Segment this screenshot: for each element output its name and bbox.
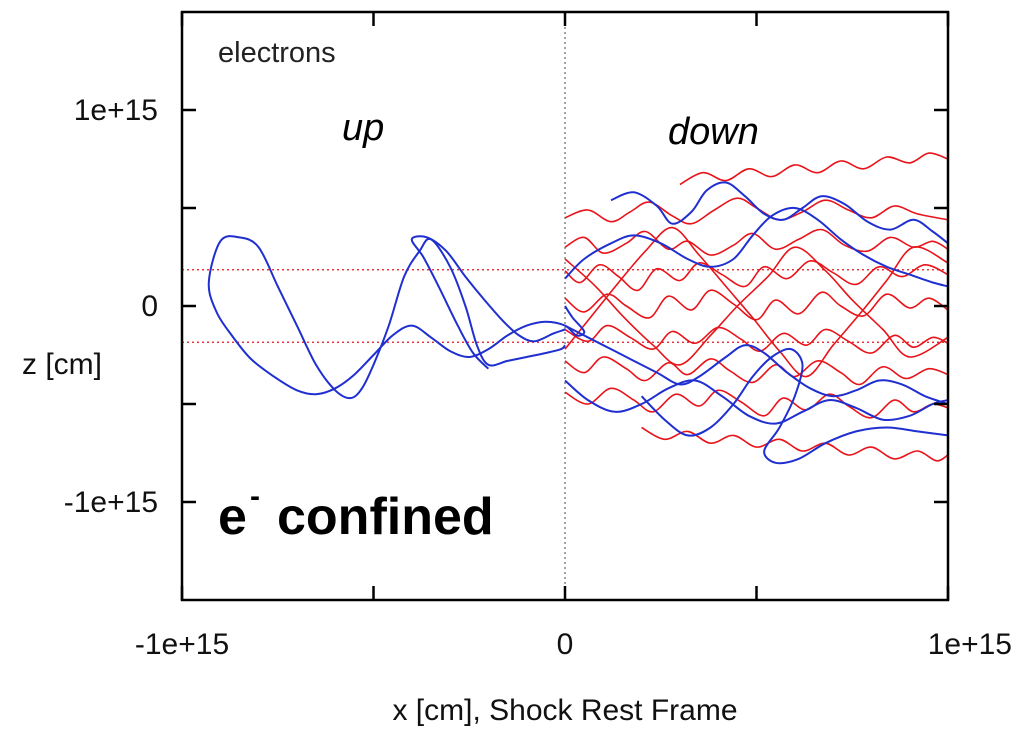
x-axis-title: x [cm], Shock Rest Frame [392,694,737,727]
downstream-trajectory-13 [564,387,948,419]
axis-tick-labels: -1e+15 0 1e+15 1e+15 0 -1e+15 [64,94,1012,661]
downstream-label: down [668,111,759,153]
upstream-trajectory-2 [564,324,948,405]
confined-word: confined [277,488,494,546]
y-axis-title: z [cm] [22,348,102,381]
upstream-trajectory-1 [410,235,566,370]
x-tick-label-0: -1e+15 [135,628,229,661]
upstream-trajectory-5 [610,181,948,245]
downstream-trajectory-9 [564,260,948,292]
downstream-trajectory-12 [564,356,948,386]
y-tick-label-1: 0 [141,290,158,323]
downstream-trajectory-15 [679,152,948,186]
panel-label: electrons [218,37,336,69]
charge-superscript: - [250,480,260,513]
upstream-label: up [342,107,384,149]
upstream-trajectory-6 [564,379,948,425]
downstream-trajectory-10 [564,289,948,321]
downstream-trajectory-8 [564,228,948,256]
upstream-trajectory-3 [564,206,948,288]
x-tick-label-1: 0 [557,628,574,661]
downstream-trajectory-16 [564,246,948,366]
y-tick-label-0: 1e+15 [74,94,158,127]
particle-symbol: e [218,488,247,546]
plot-area [182,12,948,600]
y-tick-label-2: -1e+15 [64,486,158,519]
downstream-trajectory-7 [564,197,948,225]
trajectory-series [207,152,948,465]
confined-label: e - confined [218,480,494,546]
x-tick-label-2: 1e+15 [928,628,1012,661]
downstream-trajectory-17 [564,226,948,378]
upstream-trajectory-4 [640,347,948,465]
upstream-trajectory-0 [207,235,586,400]
axis-ticks [180,12,950,600]
downstream-trajectory-14 [641,426,948,462]
